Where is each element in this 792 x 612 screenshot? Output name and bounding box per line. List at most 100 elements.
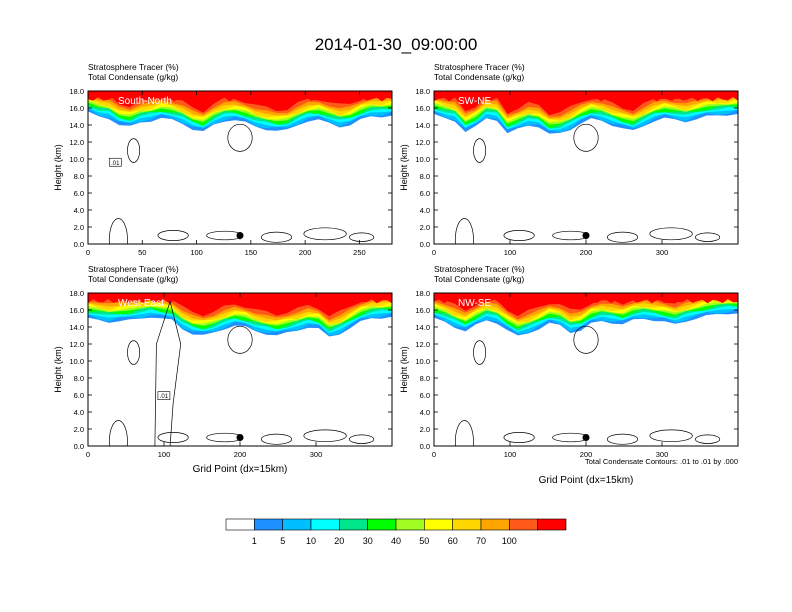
x-tick-label: 0 [86, 450, 90, 459]
y-tick-label: 12.0 [415, 138, 430, 147]
y-tick-label: 4.0 [74, 206, 84, 215]
y-tick-label: 10.0 [415, 357, 430, 366]
y-tick-label: 16.0 [69, 104, 84, 113]
y-tick-label: 8.0 [74, 374, 84, 383]
tracer-fill [88, 293, 392, 337]
colorbar-label: 5 [280, 536, 285, 546]
plot-frame [87, 90, 393, 245]
y-tick-label: 6.0 [74, 189, 84, 198]
contour-cell [227, 325, 253, 354]
y-tick-label: 2.0 [420, 425, 430, 434]
x-tick-label: 300 [310, 450, 323, 459]
contour-cell [606, 231, 639, 243]
y-axis-label: Height (km) [53, 346, 63, 393]
contour-cell [606, 433, 639, 445]
colorbar-label: 1 [252, 536, 257, 546]
y-tick-label: 10.0 [69, 357, 84, 366]
panel-label: South-North [118, 96, 172, 107]
panel-header-condensate: Total Condensate (g/kg) [88, 72, 178, 82]
colorbar-swatch [452, 518, 482, 531]
colorbar-swatch [282, 518, 312, 531]
y-tick-label: 12.0 [69, 340, 84, 349]
contour-cell [695, 434, 721, 444]
colorbar-label: 20 [334, 536, 344, 546]
y-tick-label: 4.0 [74, 408, 84, 417]
x-tick-label: 300 [656, 248, 669, 257]
contour-cell [349, 232, 375, 242]
panel-sw-ne: Stratosphere Tracer (%)Total Condensate … [399, 62, 739, 257]
colorbar-swatch [537, 518, 567, 531]
colorbar-label: 100 [502, 536, 517, 546]
contour-cell [649, 227, 693, 241]
x-tick-label: 200 [299, 248, 312, 257]
y-tick-label: 14.0 [415, 121, 430, 130]
contour-cell [503, 230, 535, 241]
y-tick-label: 4.0 [420, 408, 430, 417]
panel-west-east: Stratosphere Tracer (%)Total Condensate … [53, 264, 393, 475]
y-tick-label: 16.0 [415, 104, 430, 113]
panel-label: West-East [118, 298, 164, 309]
y-tick-label: 14.0 [69, 121, 84, 130]
x-tick-label: 50 [138, 248, 146, 257]
x-tick-label: 0 [86, 248, 90, 257]
colorbar-label: 70 [476, 536, 486, 546]
y-tick-label: 0.0 [420, 240, 430, 249]
panel-header-tracer: Stratosphere Tracer (%) [88, 62, 179, 72]
location-marker [236, 434, 244, 441]
x-tick-label: 200 [234, 450, 247, 459]
condensate-contours [108, 300, 375, 446]
contour-cell [157, 432, 189, 443]
x-axis-label: Grid Point (dx=15km) [193, 464, 288, 475]
y-tick-label: 10.0 [69, 155, 84, 164]
panels: Stratosphere Tracer (%)Total Condensate … [53, 62, 739, 486]
contour-cell [695, 232, 721, 242]
y-tick-label: 14.0 [69, 323, 84, 332]
x-tick-label: 250 [353, 248, 366, 257]
y-tick-label: 6.0 [420, 391, 430, 400]
panel-header-condensate: Total Condensate (g/kg) [88, 274, 178, 284]
y-tick-label: 4.0 [420, 206, 430, 215]
x-tick-label: 100 [504, 450, 517, 459]
convective-column-contour [154, 300, 182, 446]
y-tick-label: 8.0 [420, 172, 430, 181]
colorbar-label: 10 [306, 536, 316, 546]
y-tick-label: 12.0 [415, 340, 430, 349]
y-tick-label: 0.0 [74, 442, 84, 451]
panel-south-north: Stratosphere Tracer (%)Total Condensate … [53, 62, 393, 257]
colorbar: 1 5 10 20 30 40 50 60 70 100 [225, 518, 567, 546]
y-tick-label: 18.0 [415, 87, 430, 96]
contour-cell [349, 434, 375, 444]
colorbar-swatch [424, 518, 453, 531]
x-tick-label: 100 [158, 450, 171, 459]
condensate-contours [454, 123, 721, 244]
contour-cell [303, 429, 347, 443]
contour-cell [127, 340, 141, 365]
y-tick-label: 16.0 [415, 306, 430, 315]
y-tick-label: 18.0 [69, 289, 84, 298]
y-tick-label: 0.0 [420, 442, 430, 451]
y-tick-label: 2.0 [74, 223, 84, 232]
x-axis-label: Grid Point (dx=15km) [539, 475, 634, 486]
colorbar-swatch [480, 518, 510, 531]
contour-cell [127, 138, 141, 163]
y-tick-label: 14.0 [415, 323, 430, 332]
colorbar-label: 30 [363, 536, 373, 546]
colorbar-swatch [395, 518, 425, 531]
panel-nw-se: Stratosphere Tracer (%)Total Condensate … [399, 264, 739, 486]
tracer-ridge [88, 91, 392, 102]
colorbar-swatch [225, 518, 255, 531]
contour-cell [260, 433, 293, 445]
tracer-fill [434, 91, 738, 134]
panel-header-condensate: Total Condensate (g/kg) [434, 274, 524, 284]
panel-label: NW-SE [458, 298, 491, 309]
colorbar-swatch [310, 518, 340, 531]
tracer-fill [88, 91, 392, 131]
location-marker [582, 434, 590, 441]
x-tick-label: 0 [432, 248, 436, 257]
y-tick-label: 8.0 [74, 172, 84, 181]
contour-cell [503, 432, 535, 443]
contour-cell [227, 123, 253, 152]
y-tick-label: 2.0 [74, 425, 84, 434]
x-tick-label: 300 [656, 450, 669, 459]
contour-cell [157, 230, 189, 241]
